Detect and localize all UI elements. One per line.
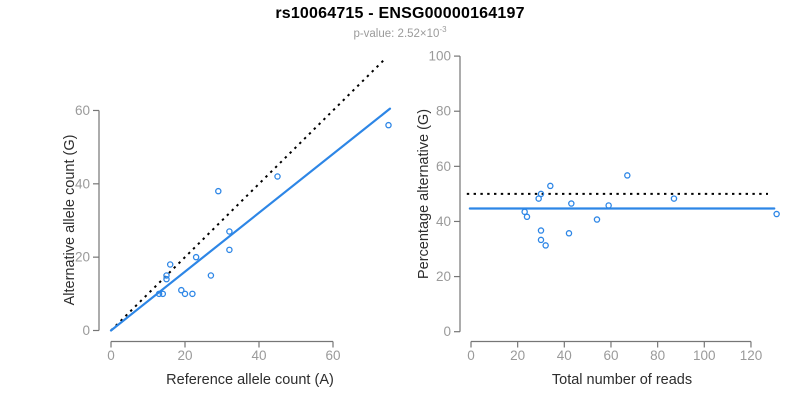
x-axis-title: Total number of reads <box>552 372 692 388</box>
x-tick-label: 40 <box>251 348 266 363</box>
data-point <box>537 236 545 244</box>
x-tick-label: 20 <box>177 348 192 363</box>
data-point <box>773 210 780 218</box>
data-point <box>178 286 185 294</box>
data-point <box>568 200 575 207</box>
pvalue-text: p-value: 2.52×10 <box>353 27 440 40</box>
data-point <box>274 173 281 180</box>
x-tick-label: 0 <box>107 348 115 363</box>
y-tick-label: 60 <box>436 159 451 174</box>
y-tick-label: 100 <box>428 49 451 64</box>
data-point <box>521 208 528 216</box>
x-tick-label: 60 <box>603 348 618 363</box>
data-point <box>605 202 612 209</box>
x-tick-label: 120 <box>740 348 763 363</box>
data-point <box>670 195 678 202</box>
data-point <box>537 227 545 234</box>
x-tick-label: 0 <box>467 348 475 363</box>
data-point <box>215 187 222 195</box>
regression-line <box>109 107 392 332</box>
data-point <box>166 261 174 268</box>
y-axis-title: Alternative allele count (G) <box>62 135 78 306</box>
data-point <box>624 172 631 179</box>
x-axis-title: Reference allele count (A) <box>166 372 334 388</box>
y-tick-label: 40 <box>436 214 451 229</box>
data-point <box>542 242 549 249</box>
x-tick-label: 80 <box>650 348 665 363</box>
panel-allele-counts: 0 20 40 60 0 20 40 60 Reference allele count (A)… <box>62 58 392 388</box>
y-tick-label: 40 <box>75 176 90 191</box>
data-point <box>385 121 392 129</box>
data-point <box>565 230 573 237</box>
chart-title: rs10064715 - ENSG00000164197 <box>275 5 525 22</box>
data-point <box>593 216 601 223</box>
data-point <box>192 253 200 261</box>
y-tick-label: 60 <box>75 103 90 118</box>
data-point <box>207 272 215 279</box>
x-tick-label: 60 <box>325 348 340 363</box>
data-point <box>163 275 170 283</box>
data-point <box>163 272 170 279</box>
data-point <box>226 228 233 235</box>
data-point <box>537 190 545 198</box>
pvalue-exponent: -3 <box>439 25 447 34</box>
data-point <box>181 290 189 298</box>
y-axis-title: Percentage alternative (G) <box>416 109 432 279</box>
y-tick-label: 20 <box>436 269 451 284</box>
data-point <box>155 290 163 298</box>
y-tick-label: 20 <box>75 250 90 265</box>
x-tick-label: 20 <box>510 348 525 363</box>
chart-subtitle: p-value: 2.52×10-3 <box>0 25 800 40</box>
identity-line <box>110 58 386 332</box>
x-tick-label: 100 <box>693 348 716 363</box>
data-point <box>523 213 531 221</box>
x-tick-label: 40 <box>557 348 572 363</box>
data-point <box>189 290 196 298</box>
y-tick-label: 80 <box>436 104 451 119</box>
y-tick-label: 0 <box>443 324 451 339</box>
data-point <box>159 290 167 298</box>
y-tick-label: 0 <box>82 323 90 338</box>
data-point <box>226 246 233 254</box>
data-point <box>547 182 554 190</box>
